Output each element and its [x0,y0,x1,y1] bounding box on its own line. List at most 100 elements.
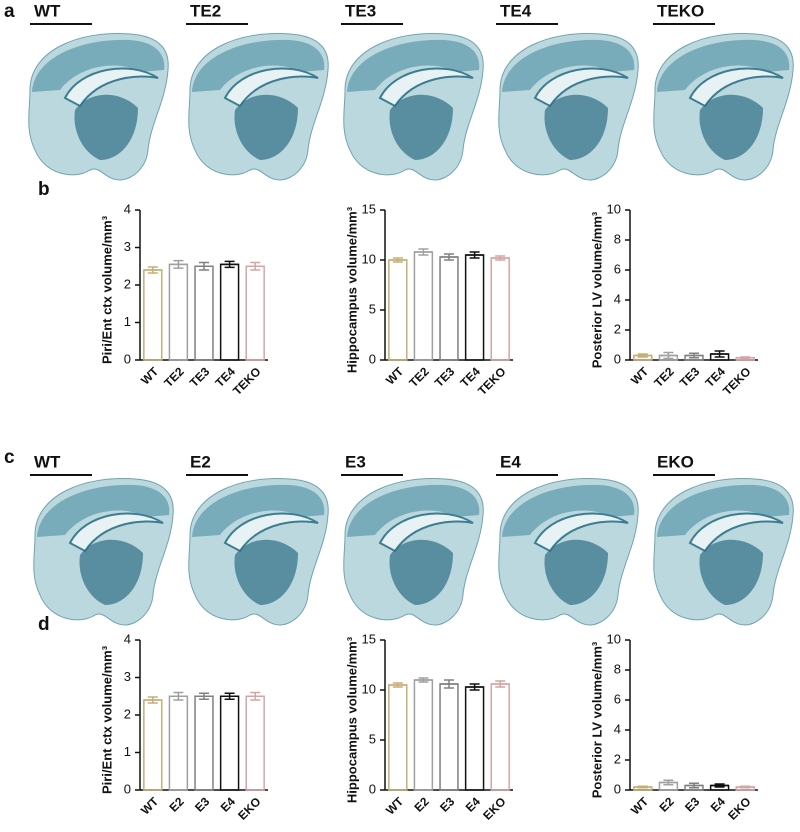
y-tick-label: 10 [607,201,621,216]
brain-image [652,32,795,181]
bar [388,259,408,361]
y-tick-label: 0 [614,351,621,366]
error-bar [220,692,239,700]
x-tick-label: E2 [411,794,432,815]
bar [490,683,510,791]
error-bar [710,783,729,788]
x-tick-label: WT [138,794,162,818]
bar [245,265,265,361]
error-bar [388,257,407,263]
y-axis-label: Hippocampus volume/mm³ [344,206,359,373]
error-bar [491,680,510,688]
bar [439,683,459,791]
error-bar [440,253,458,261]
y-tick-label: 4 [614,291,621,306]
x-tick-label: TEKO [230,364,263,397]
x-tick-label: E2 [656,794,677,815]
error-bar [736,356,755,360]
bar [464,686,485,791]
y-tick-label: 1 [124,314,131,329]
bar [194,695,214,791]
x-tick-label: TE2 [406,364,432,390]
bar [194,265,214,361]
x-tick-label: TE3 [187,364,213,390]
error-bar [388,682,407,688]
x-tick-label: EKO [480,794,508,822]
x-tick-label: TE3 [432,364,458,390]
genotype-label: TEKO [657,1,704,20]
y-tick-label: 4 [124,201,131,216]
error-bar [169,691,188,701]
brain-image [497,477,640,626]
error-bar [195,692,213,700]
genotype-label: WT [34,1,61,20]
brain-image [652,477,795,626]
y-tick-label: 3 [124,669,131,684]
y-tick-label: 6 [614,261,621,276]
x-tick-label: E3 [682,794,703,815]
bar [388,684,408,791]
y-tick-label: 0 [369,781,376,796]
y-tick-label: 2 [614,751,621,766]
brain-image [27,32,170,181]
error-bar [633,785,652,789]
brain-image [187,32,330,181]
bar [413,679,434,791]
y-tick-label: 1 [124,744,131,759]
y-axis-label: Piri/Ent ctx volume/mm³ [99,645,114,794]
bar [168,263,189,361]
genotype-label: WT [34,452,61,471]
x-tick-label: TE2 [161,364,187,390]
bar [464,254,485,361]
error-bar [633,353,652,358]
x-tick-label: WT [628,794,652,818]
y-tick-label: 15 [362,201,376,216]
y-axis-label: Posterior LV volume/mm³ [589,211,604,368]
error-bar [414,677,433,683]
y-tick-label: 0 [124,781,131,796]
genotype-label: E3 [345,452,366,471]
y-tick-label: 5 [369,301,376,316]
error-bar [685,782,703,789]
y-axis-label: Piri/Ent ctx volume/mm³ [99,215,114,364]
bar [413,251,434,361]
y-tick-label: 4 [614,721,621,736]
y-tick-label: 0 [369,351,376,366]
genotype-label: TE4 [500,1,532,20]
y-tick-label: 2 [124,276,131,291]
error-bar [685,352,703,359]
y-tick-label: 0 [614,781,621,796]
y-tick-label: 3 [124,239,131,254]
genotype-label: TE2 [190,1,221,20]
bar [490,257,510,361]
error-bar [246,691,265,701]
bar [439,256,459,361]
y-tick-label: 15 [362,631,376,646]
panel-letter: d [38,614,50,635]
brain-image [497,32,640,181]
y-tick-label: 10 [362,681,376,696]
error-bar [710,350,729,358]
error-bar [465,251,484,259]
error-bar [220,260,239,269]
error-bar [169,259,188,269]
bar [245,695,265,791]
y-tick-label: 2 [124,706,131,721]
x-tick-label: WT [383,794,407,818]
bar [168,695,189,791]
x-tick-label: E3 [437,794,458,815]
bar [143,699,163,791]
error-bar [465,683,484,691]
error-bar [491,255,510,261]
y-tick-label: 10 [362,251,376,266]
y-tick-label: 5 [369,731,376,746]
genotype-label: E2 [190,452,211,471]
x-tick-label: E2 [166,794,187,815]
error-bar [440,679,458,689]
brain-image [32,477,175,626]
y-tick-label: 0 [124,351,131,366]
genotype-label: TE3 [345,1,376,20]
x-tick-label: EKO [235,794,263,822]
y-tick-label: 2 [614,321,621,336]
